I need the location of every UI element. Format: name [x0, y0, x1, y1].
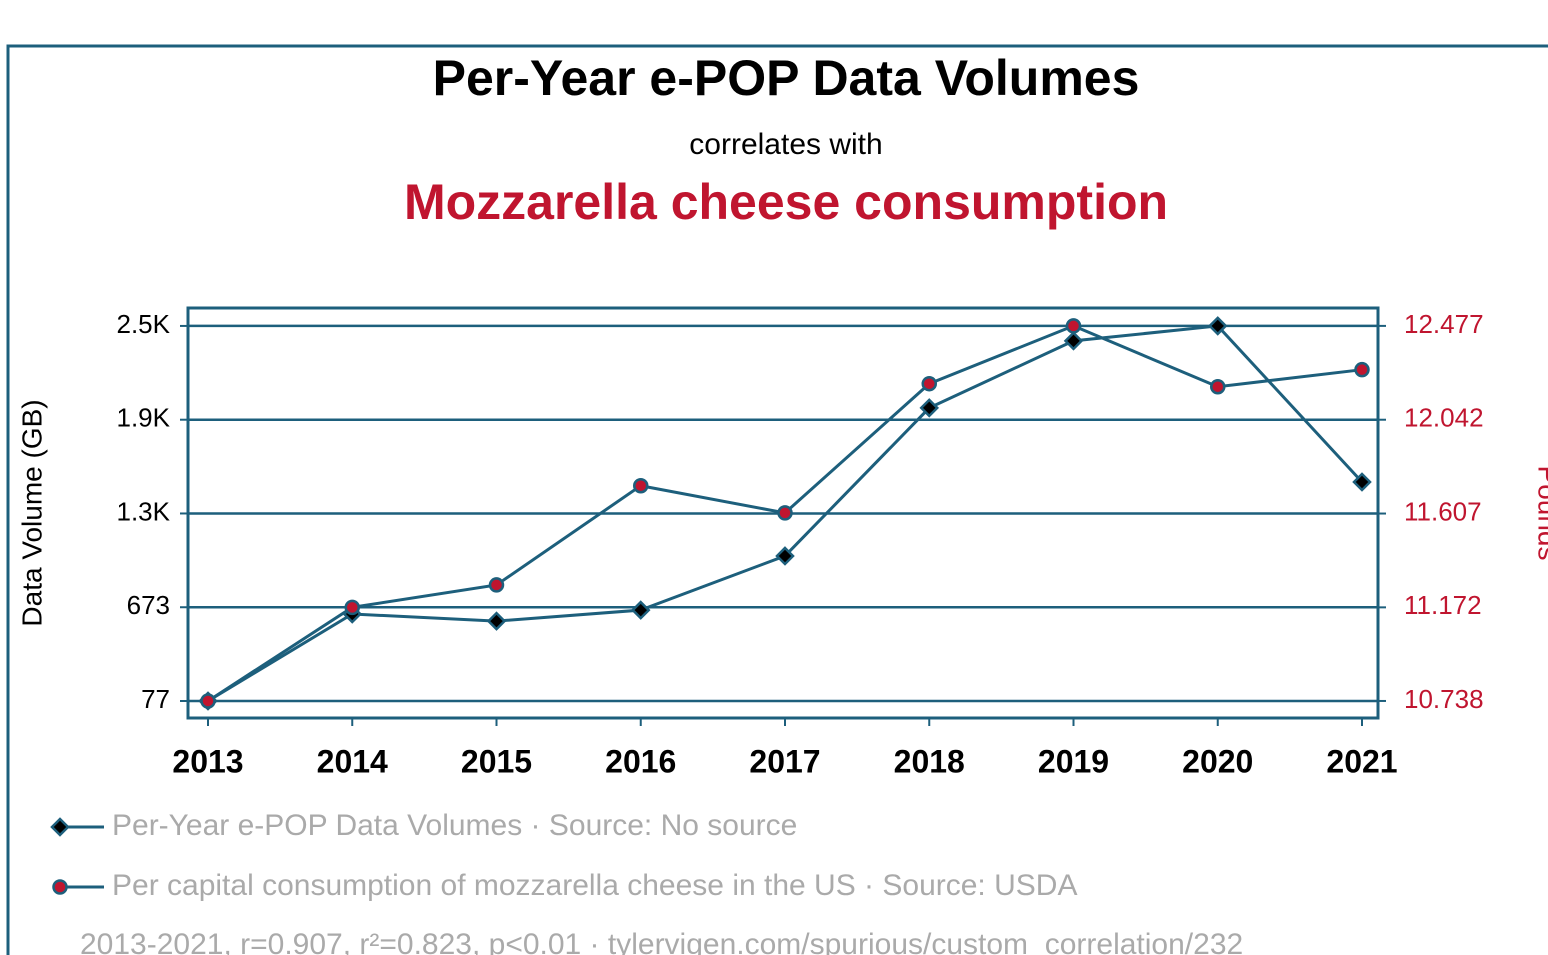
- y-tick-label: 673: [127, 590, 170, 620]
- data-point: [344, 599, 360, 616]
- x-tick-label: 2018: [894, 743, 965, 779]
- data-point: [1207, 316, 1228, 336]
- chart-subtitle: correlates with: [689, 128, 882, 161]
- data-point: [777, 505, 793, 521]
- data-point: [775, 546, 795, 566]
- legend-label: Per capital consumption of mozzarella ch…: [112, 869, 1077, 902]
- frame: [6, 44, 1548, 955]
- y-tick-label: 2.5K: [117, 309, 171, 339]
- legend-label: Per-Year e-POP Data Volumes · Source: No…: [112, 809, 797, 842]
- y2-axis-label: Pounds: [1533, 466, 1548, 561]
- y2-tick-label: 12.042: [1404, 403, 1484, 433]
- data-point: [633, 477, 649, 494]
- x-tick-label: 2017: [749, 743, 820, 779]
- data-point: [630, 600, 651, 620]
- chart-title: Per-Year e-POP Data Volumes: [433, 50, 1140, 106]
- data-point: [1354, 361, 1370, 378]
- x-tick-label: 2013: [172, 743, 243, 779]
- x-tick-label: 2019: [1038, 743, 1109, 779]
- legend-marker: [50, 817, 70, 837]
- footer: 2013-2021, r=0.907, r²=0.823, p<0.01 · t…: [80, 928, 1243, 955]
- data-point: [486, 611, 507, 631]
- chart-title-2: Mozzarella cheese consumption: [404, 174, 1168, 230]
- data-point: [200, 693, 216, 709]
- data-point: [1065, 318, 1082, 334]
- legend-marker: [52, 879, 68, 895]
- y-tick-label: 77: [141, 684, 170, 714]
- x-tick-label: 2016: [605, 743, 676, 779]
- data-point: [1210, 378, 1226, 395]
- data-point: [921, 375, 937, 392]
- x-tick-label: 2015: [461, 743, 532, 779]
- y2-tick-label: 10.738: [1404, 684, 1484, 714]
- y-axis-label: Data Volume (GB): [16, 399, 47, 626]
- x-tick-label: 2014: [317, 743, 388, 779]
- data-point: [1063, 331, 1084, 351]
- y2-tick-label: 12.477: [1404, 309, 1484, 339]
- y-tick-label: 1.9K: [117, 403, 171, 433]
- y2-tick-label: 11.172: [1404, 590, 1482, 620]
- data-point: [488, 577, 505, 593]
- y2-tick-label: 11.607: [1404, 496, 1482, 526]
- data-point: [1352, 472, 1372, 492]
- x-tick-label: 2021: [1326, 743, 1397, 779]
- y-tick-label: 1.3K: [117, 496, 171, 526]
- x-tick-label: 2020: [1182, 743, 1253, 779]
- data-point: [919, 398, 940, 418]
